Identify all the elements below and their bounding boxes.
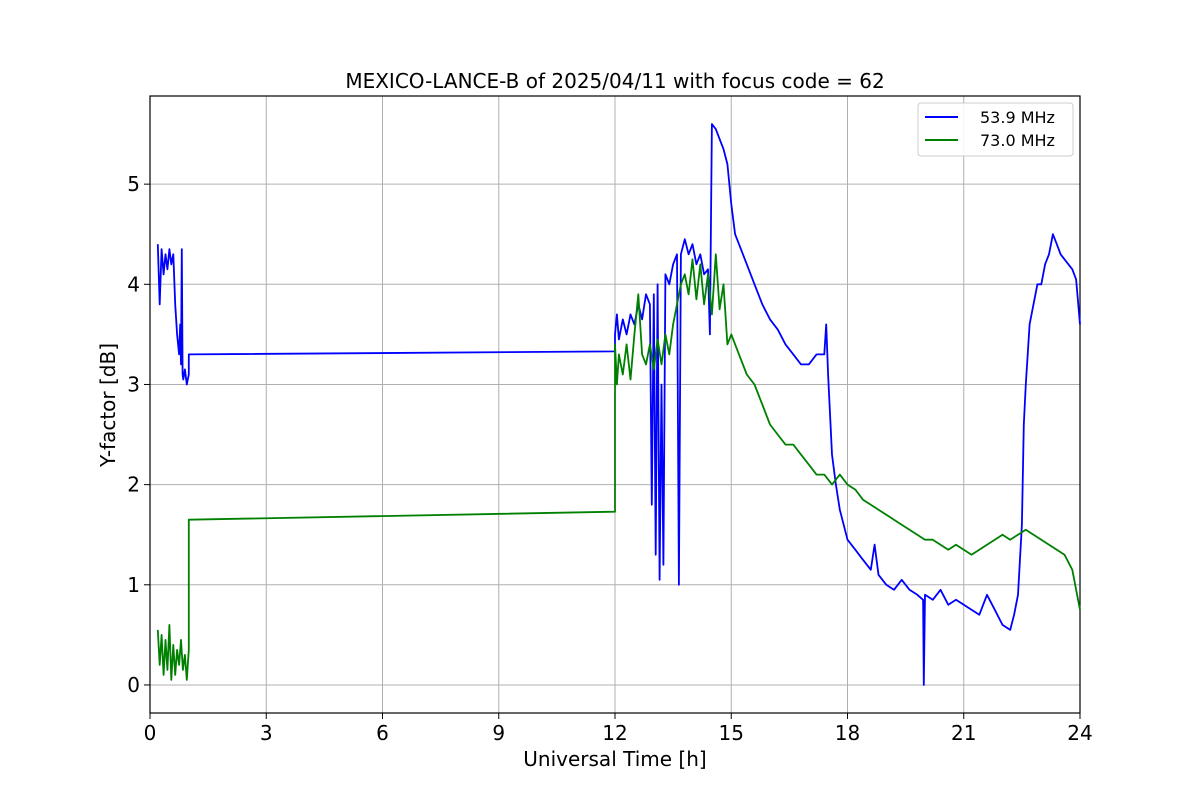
y-tick-label: 5 bbox=[127, 172, 140, 196]
legend: 53.9 MHz 73.0 MHz bbox=[917, 102, 1074, 157]
y-tick-label: 0 bbox=[127, 673, 140, 697]
y-tick-label: 4 bbox=[127, 272, 140, 296]
legend-label: 73.0 MHz bbox=[980, 131, 1055, 150]
x-tick-label: 12 bbox=[602, 721, 627, 745]
chart-title: MEXICO-LANCE-B of 2025/04/11 with focus … bbox=[345, 69, 884, 93]
y-axis-label: Y-factor [dB] bbox=[96, 343, 120, 468]
x-tick-label: 15 bbox=[719, 721, 744, 745]
x-tick-label: 21 bbox=[951, 721, 976, 745]
series-line-53-9-mhz bbox=[156, 123, 1081, 686]
y-tick-label: 2 bbox=[127, 473, 140, 497]
y-tick-label: 1 bbox=[127, 573, 140, 597]
x-axis-label: Universal Time [h] bbox=[523, 747, 706, 771]
x-tick-label: 6 bbox=[376, 721, 389, 745]
x-tick-label: 9 bbox=[492, 721, 505, 745]
x-tick-label: 24 bbox=[1067, 721, 1092, 745]
series-line-73-0-mhz bbox=[156, 253, 1081, 681]
legend-label: 53.9 MHz bbox=[980, 108, 1055, 127]
x-tick-label: 0 bbox=[144, 721, 157, 745]
x-tick-label: 3 bbox=[260, 721, 273, 745]
x-tick-label: 18 bbox=[835, 721, 860, 745]
series-layer bbox=[156, 123, 1081, 686]
y-tick-label: 3 bbox=[127, 372, 140, 396]
